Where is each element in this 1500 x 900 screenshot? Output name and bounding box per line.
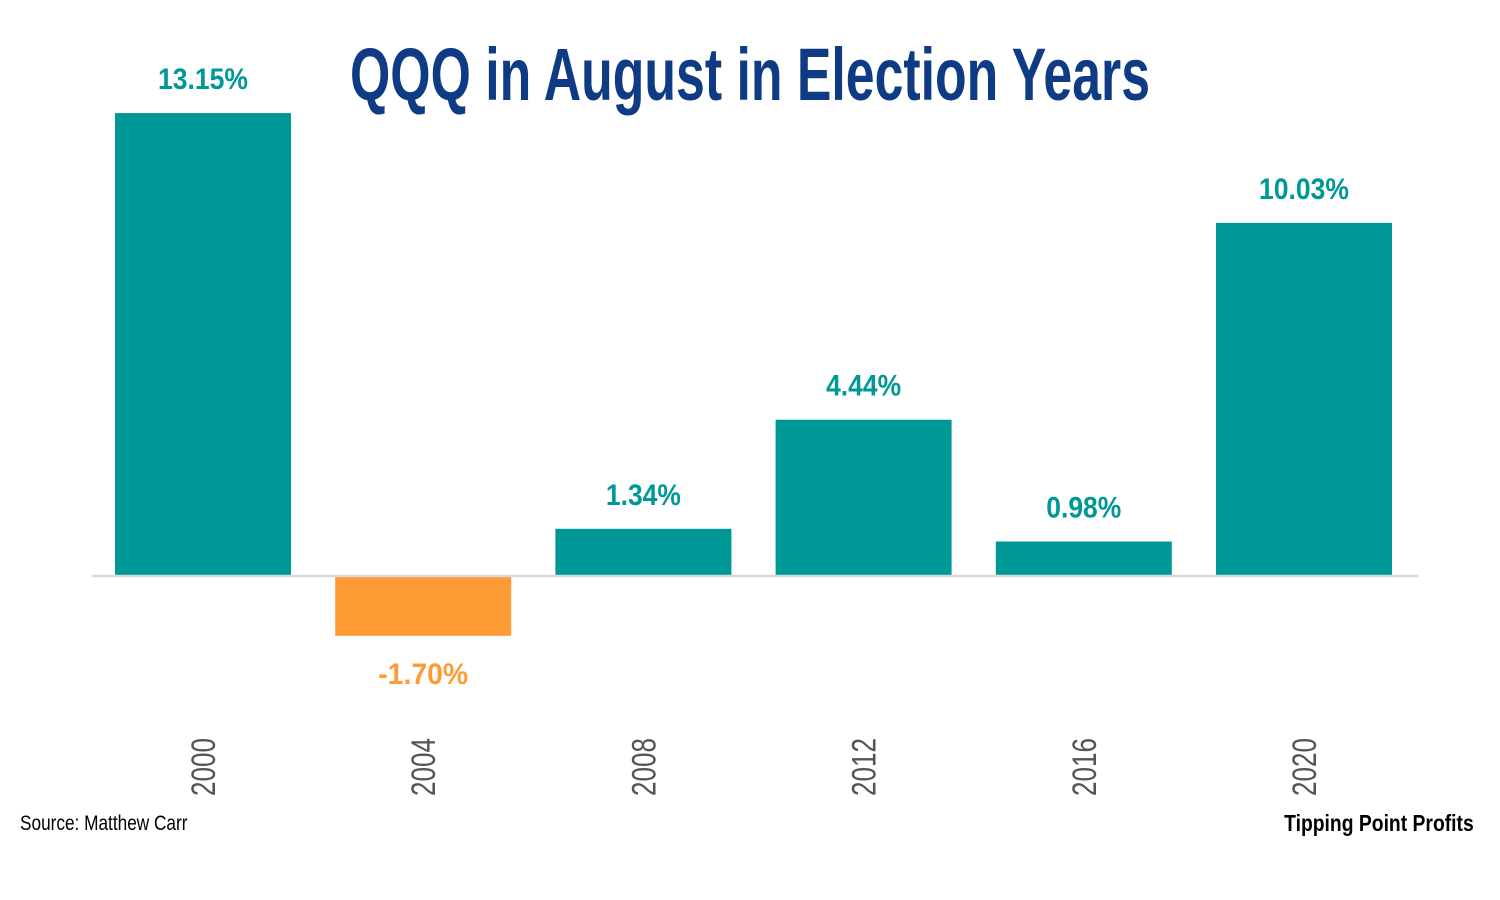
x-tick-label-2000: 2000 bbox=[185, 738, 223, 796]
bar-2020 bbox=[1216, 222, 1392, 576]
bar-2004 bbox=[335, 576, 512, 636]
data-label-2020: 10.03% bbox=[1259, 173, 1349, 206]
bar-2012 bbox=[775, 419, 952, 576]
brand-name: Tipping Point Profits bbox=[1284, 810, 1474, 836]
bar-2000 bbox=[115, 113, 291, 576]
x-tick-label-2020: 2020 bbox=[1286, 738, 1324, 796]
data-label-2000: 13.15% bbox=[158, 63, 248, 96]
x-tick-label-2004: 2004 bbox=[405, 738, 443, 796]
x-tick-label-2016: 2016 bbox=[1066, 738, 1104, 796]
x-tick-label-2012: 2012 bbox=[846, 738, 884, 796]
bar-2016 bbox=[995, 541, 1172, 576]
chart-marks: 13.15% 2000 -1.70% 2004 1.34% 2008 4.44% 2012 0.… bbox=[92, 63, 1418, 796]
data-label-2004: -1.70% bbox=[378, 658, 468, 691]
data-label-2016: 0.98% bbox=[1046, 492, 1121, 525]
data-label-2012: 4.44% bbox=[826, 370, 901, 403]
bar-2008 bbox=[555, 528, 732, 576]
data-label-2008: 1.34% bbox=[606, 479, 681, 512]
source-note: Source: Matthew Carr bbox=[20, 812, 188, 835]
chart-title: QQQ in August in Election Years bbox=[350, 33, 1150, 116]
x-tick-label-2008: 2008 bbox=[625, 738, 663, 796]
